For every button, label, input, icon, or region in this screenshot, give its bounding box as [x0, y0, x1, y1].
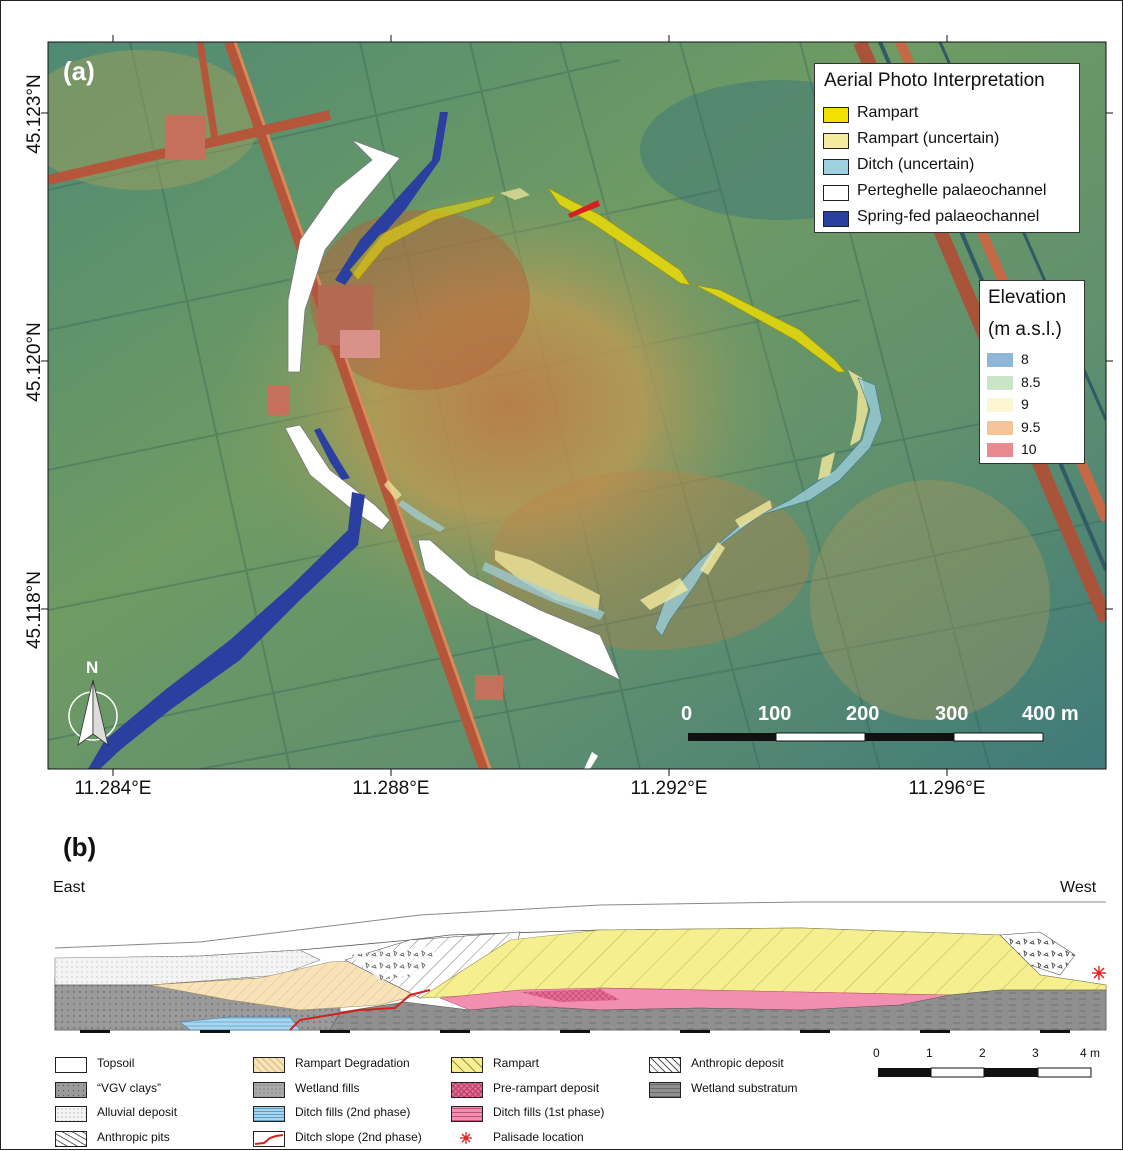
legend-swatch	[253, 1057, 285, 1073]
lat-tick-label: 45.123°N	[24, 74, 45, 154]
scale-label: 100	[758, 703, 792, 725]
legend-swatch	[55, 1130, 87, 1147]
scale-label: 200	[846, 703, 880, 725]
lon-tick-label: 11.284°E	[74, 778, 152, 799]
lon-tick-label: 11.296°E	[908, 778, 986, 799]
legend-swatch	[55, 1057, 87, 1073]
scale-bar-b	[878, 1067, 1092, 1078]
legend-swatch	[253, 1081, 285, 1098]
legend-swatch	[987, 420, 1013, 435]
legend-swatch	[451, 1131, 481, 1145]
legend-swatch	[55, 1106, 87, 1122]
legend-swatch	[823, 211, 849, 227]
legend-swatch	[823, 133, 849, 149]
legend-title: Elevation	[988, 287, 1067, 308]
legend-label: Rampart	[857, 104, 919, 121]
legend-swatch	[451, 1106, 483, 1122]
scale-label-b: 1	[926, 1046, 933, 1060]
east-label: East	[53, 879, 86, 896]
scale-label-b: 4 m	[1080, 1046, 1101, 1060]
legend-swatch	[649, 1081, 681, 1098]
legend-swatch	[253, 1106, 285, 1122]
legend-label: Pre-rampart deposit	[493, 1080, 600, 1095]
legend-label: Ditch (uncertain)	[857, 156, 975, 173]
lat-tick-label: 45.120°N	[24, 322, 45, 402]
legend-label: 9.5	[1021, 418, 1041, 435]
scale-label: 400 m	[1022, 703, 1079, 725]
panel-a-label: (a)	[63, 56, 95, 86]
legend-label: Anthropic pits	[97, 1129, 170, 1144]
north-label: N	[86, 658, 99, 677]
scale-bar-a	[688, 732, 1044, 742]
legend-label: Rampart	[493, 1056, 540, 1070]
lon-tick-label: 11.292°E	[630, 778, 708, 799]
legend-cross-section: Topsoil “VGV clays” Alluvial deposit Anthro…	[55, 1056, 855, 1147]
legend-label: Anthropic deposit	[691, 1056, 784, 1070]
legend-swatch	[987, 398, 1013, 412]
palisade-location-icon	[1092, 966, 1106, 980]
legend-label: Wetland fills	[295, 1080, 360, 1095]
scale-label-b: 2	[979, 1046, 986, 1060]
legend-swatch	[987, 353, 1013, 367]
west-label: West	[1060, 879, 1097, 896]
lon-tick-label: 11.288°E	[352, 778, 430, 799]
legend-label: 9	[1021, 396, 1029, 412]
legend-subtitle: (m a.s.l.)	[988, 319, 1062, 340]
legend-label: “VGV clays”	[97, 1080, 162, 1095]
legend-elevation: Elevation (m a.s.l.) 8 8.5 9 9.5 10	[979, 280, 1085, 464]
legend-label: Ditch fills (1st phase)	[493, 1105, 605, 1119]
legend-label: Rampart Degradation	[295, 1056, 410, 1070]
legend-swatch	[649, 1057, 681, 1073]
scale-label-b: 0	[873, 1046, 880, 1060]
legend-label: Alluvial deposit	[97, 1105, 178, 1119]
north-arrow-icon	[68, 679, 118, 746]
scale-label: 300	[935, 703, 969, 725]
legend-swatch	[823, 185, 849, 201]
cross-section-panel-b	[54, 901, 1107, 1033]
panel-b-label: (b)	[63, 832, 97, 862]
legend-swatch	[451, 1057, 483, 1073]
interpretation-overlays	[88, 112, 883, 769]
legend-label: Perteghelle palaeochannel	[857, 182, 1047, 199]
map-ticks	[41, 35, 1113, 776]
legend-swatch	[253, 1130, 285, 1147]
legend-swatch	[987, 443, 1013, 457]
legend-swatch	[451, 1081, 483, 1098]
legend-label: Spring-fed palaeochannel	[857, 208, 1040, 225]
legend-label: Rampart (uncertain)	[857, 130, 1000, 147]
legend-label: 10	[1021, 441, 1037, 457]
legend-title: Aerial Photo Interpretation	[824, 70, 1045, 91]
legend-label: Ditch fills (2nd phase)	[295, 1105, 411, 1119]
legend-swatch	[55, 1081, 87, 1098]
legend-swatch	[987, 375, 1013, 390]
scale-label: 0	[681, 703, 693, 725]
legend-label: Ditch slope (2nd phase)	[295, 1129, 422, 1144]
legend-swatch	[823, 159, 849, 175]
legend-label: 8	[1021, 351, 1029, 367]
legend-label: Topsoil	[97, 1056, 135, 1070]
lat-tick-label: 45.118°N	[24, 570, 45, 650]
legend-swatch	[823, 107, 849, 123]
legend-interpretation: Aerial Photo Interpretation Rampart Rampa…	[814, 63, 1080, 233]
scale-label-b: 3	[1032, 1046, 1039, 1060]
legend-label: Wetland substratum	[691, 1080, 798, 1095]
legend-label: Palisade location	[493, 1129, 584, 1144]
legend-label: 8.5	[1021, 373, 1041, 390]
